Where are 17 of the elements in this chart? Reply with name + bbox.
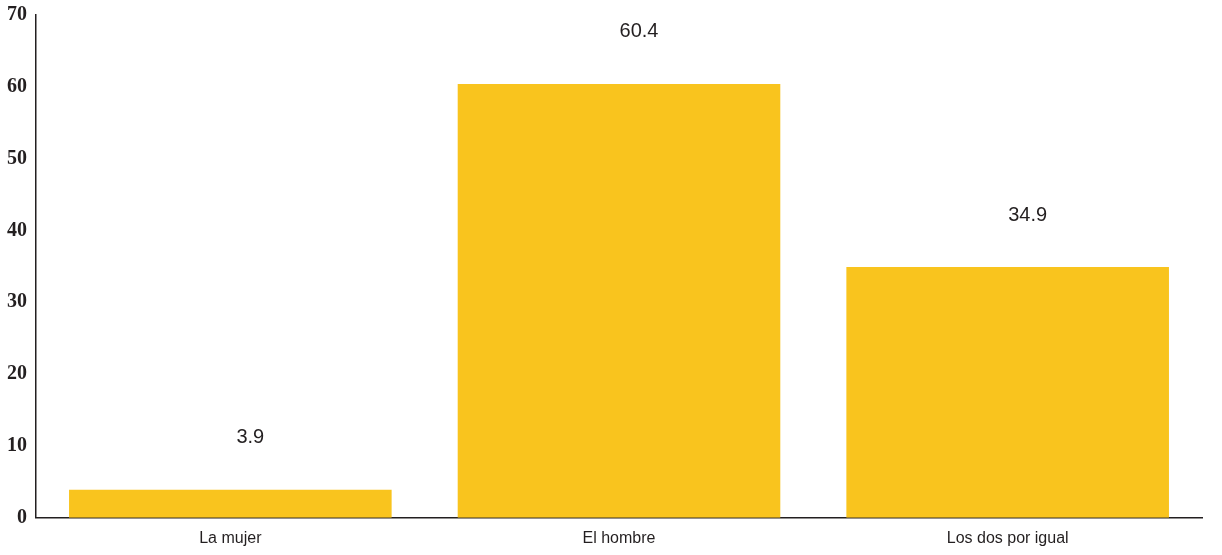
y-tick-label: 0 bbox=[17, 504, 27, 527]
y-tick-label: 60 bbox=[7, 74, 27, 96]
y-tick-label: 40 bbox=[7, 217, 27, 240]
data-label: 3.9 bbox=[236, 425, 265, 448]
bar bbox=[846, 267, 1169, 518]
y-tick-label: 20 bbox=[7, 361, 27, 384]
bar bbox=[457, 83, 781, 518]
data-label: 60.4 bbox=[619, 19, 659, 42]
y-tick-label: 70 bbox=[7, 2, 27, 25]
x-tick-label: La mujer bbox=[199, 528, 263, 546]
y-tick-label: 30 bbox=[7, 289, 27, 312]
bar bbox=[69, 489, 392, 518]
x-tick-label: El hombre bbox=[582, 528, 656, 546]
x-tick-label: Los dos por igual bbox=[946, 528, 1069, 546]
y-tick-label: 10 bbox=[7, 433, 27, 456]
data-label: 34.9 bbox=[1008, 202, 1048, 225]
y-tick-label: 50 bbox=[7, 145, 27, 168]
